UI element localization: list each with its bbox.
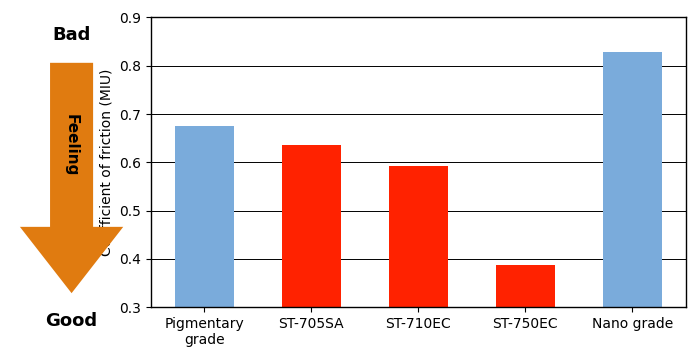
Bar	[282, 146, 341, 349]
Bar	[603, 52, 662, 349]
Text: Bad: Bad	[52, 26, 91, 44]
Polygon shape	[20, 63, 123, 293]
Y-axis label: Coefficient of friction (MIU): Coefficient of friction (MIU)	[99, 69, 113, 256]
Bar	[496, 265, 554, 349]
Text: Good: Good	[46, 312, 97, 330]
Bar	[175, 126, 234, 349]
Bar	[389, 166, 448, 349]
Text: Feeling: Feeling	[64, 114, 79, 176]
